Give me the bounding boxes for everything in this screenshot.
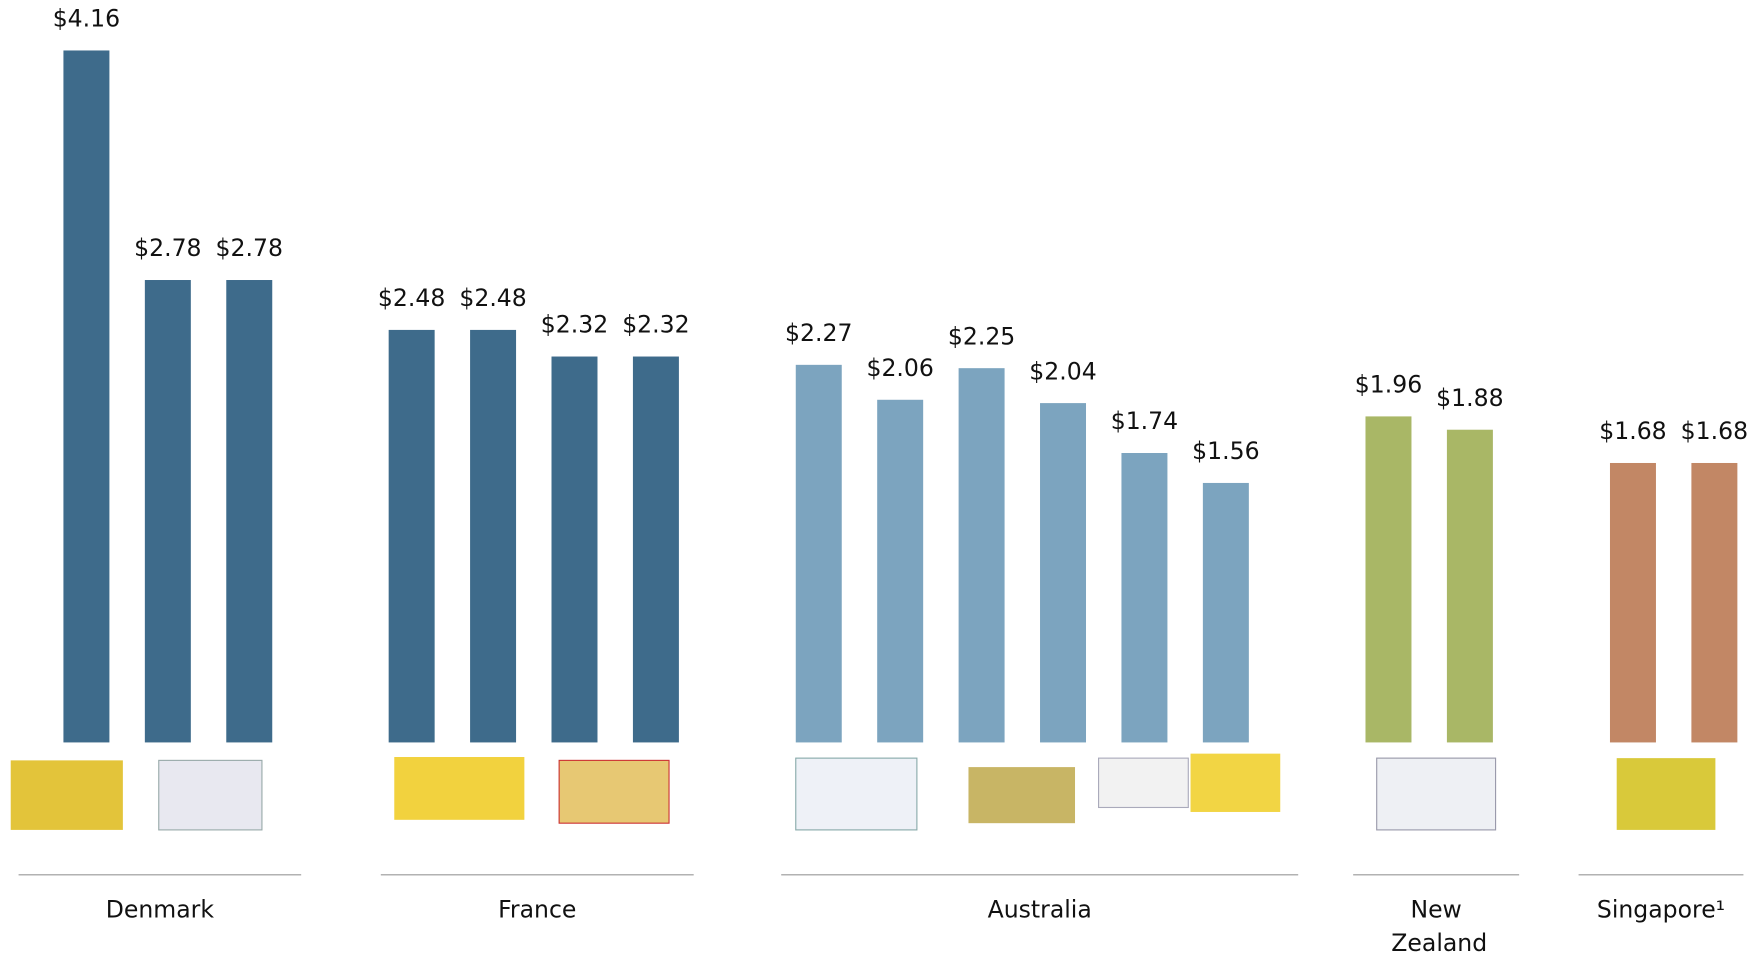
- bar: [632, 356, 679, 743]
- value-label: $1.68: [1599, 417, 1666, 445]
- product-image: [1376, 757, 1497, 831]
- bar: [1365, 416, 1412, 743]
- value-label: $1.88: [1436, 384, 1503, 412]
- product-image: [558, 759, 670, 824]
- value-label: $1.74: [1111, 407, 1178, 435]
- bar: [144, 280, 191, 743]
- value-label: $2.06: [866, 354, 933, 382]
- value-label: $2.32: [541, 311, 608, 339]
- value-label: $2.32: [622, 311, 689, 339]
- product-images: [10, 753, 1716, 831]
- product-image: [968, 767, 1076, 824]
- group-label-box: France: [498, 896, 577, 923]
- product-image: [394, 757, 525, 820]
- value-label: $2.48: [378, 284, 445, 312]
- product-image: [158, 759, 263, 831]
- value-label: $2.04: [1029, 357, 1096, 385]
- bar: [1609, 462, 1656, 743]
- product-image: [10, 760, 123, 830]
- value-label: $2.25: [948, 322, 1015, 350]
- group-label-box: Denmark: [105, 896, 215, 923]
- bar: [388, 329, 435, 743]
- bar: [795, 364, 842, 743]
- value-label: $4.16: [53, 5, 120, 33]
- product-image: [1616, 758, 1716, 830]
- group-label-box: Australia: [987, 896, 1092, 923]
- group-label: France: [498, 896, 577, 923]
- bar: [958, 368, 1005, 743]
- bar: [63, 50, 110, 743]
- bar: [1691, 462, 1738, 743]
- product-image: [1190, 753, 1281, 812]
- value-label: $1.96: [1355, 371, 1422, 399]
- group-label: Denmark: [105, 896, 215, 923]
- product-image: [1098, 757, 1189, 809]
- value-label: $1.56: [1192, 437, 1259, 465]
- group-label: New Zealand: [1391, 896, 1488, 957]
- bar: [1202, 482, 1249, 743]
- bar: [1446, 429, 1493, 743]
- value-label: $1.68: [1681, 417, 1748, 445]
- group-label: Singapore¹: [1596, 896, 1726, 923]
- bar: [1040, 403, 1087, 743]
- bar: [1121, 453, 1168, 743]
- value-label: $2.27: [785, 319, 852, 347]
- product-image: [795, 757, 918, 831]
- value-label: $2.78: [134, 234, 201, 262]
- bar: [226, 280, 273, 743]
- bar: [551, 356, 598, 743]
- value-label: $2.78: [216, 234, 283, 262]
- group-label: Australia: [987, 896, 1092, 923]
- bar: [877, 399, 924, 743]
- group-label-box: New Zealand: [1391, 896, 1488, 957]
- value-label: $2.48: [459, 284, 526, 312]
- bar: [470, 329, 517, 743]
- group-label-box: Singapore¹: [1596, 896, 1726, 923]
